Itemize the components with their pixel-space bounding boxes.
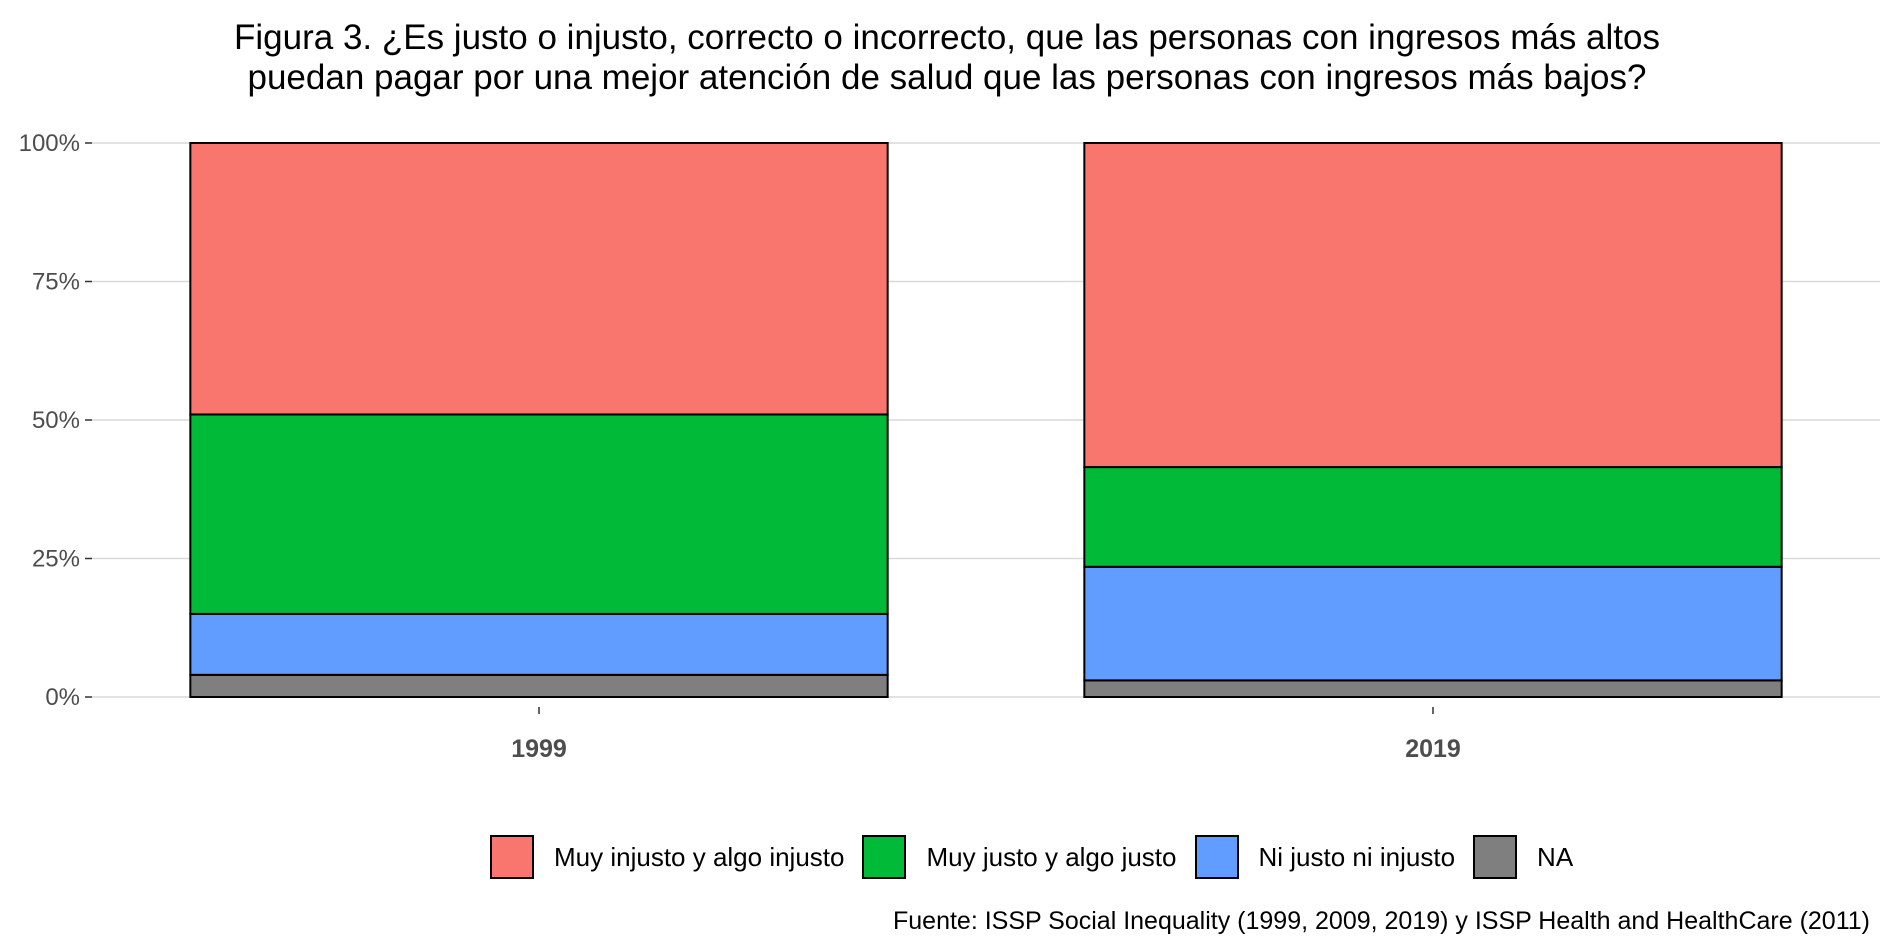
legend-label: NA bbox=[1537, 841, 1574, 872]
axis-layer: 0% 25% 50% 75% 100% 1999 2019 bbox=[19, 130, 1461, 763]
legend-item-na: NA bbox=[1473, 835, 1573, 879]
bar-segment-1999-na bbox=[189, 673, 889, 699]
chart-title-line-1: Figura 3. ¿Es justo o injusto, correcto … bbox=[234, 18, 1660, 57]
legend-label: Ni justo ni injusto bbox=[1258, 841, 1456, 872]
legend-key bbox=[1194, 835, 1239, 879]
legend-item-muy-justo-y-algo-justo: Muy justo y algo justo bbox=[862, 835, 1177, 879]
legend: Muy injusto y algo injusto Muy justo y al… bbox=[490, 834, 1591, 880]
y-tick-label: 75% bbox=[32, 269, 80, 296]
bar-segment-2019-na bbox=[1083, 679, 1783, 699]
legend-key bbox=[862, 835, 907, 879]
bar-segment-2019-muy-injusto-y-algo-injusto bbox=[1083, 142, 1783, 469]
bar-segment-1999-muy-injusto-y-algo-injusto bbox=[189, 142, 889, 416]
y-tick-label: 100% bbox=[19, 130, 80, 157]
chart-title: Figura 3. ¿Es justo o injusto, correcto … bbox=[0, 18, 1894, 98]
x-tick-label: 2019 bbox=[1405, 735, 1461, 763]
x-tick-label: 1999 bbox=[511, 735, 567, 763]
bar-segment-1999-ni-justo-ni-injusto bbox=[189, 612, 889, 676]
legend-key bbox=[490, 835, 534, 879]
legend-label: Muy justo y algo justo bbox=[926, 841, 1177, 872]
legend-item-muy-injusto-y-algo-injusto: Muy injusto y algo injusto bbox=[490, 835, 844, 879]
bar-segment-1999-muy-justo-y-algo-justo bbox=[189, 413, 889, 615]
bars-layer bbox=[189, 142, 1783, 699]
y-tick-label: 0% bbox=[45, 684, 80, 711]
bar-segment-2019-muy-justo-y-algo-justo bbox=[1083, 466, 1783, 568]
bar-segment-2019-ni-justo-ni-injusto bbox=[1083, 565, 1783, 682]
y-tick-label: 50% bbox=[32, 407, 80, 434]
chart-caption: Fuente: ISSP Social Inequality (1999, 20… bbox=[892, 907, 1870, 935]
y-tick-label: 25% bbox=[32, 546, 80, 573]
legend-label: Muy injusto y algo injusto bbox=[554, 841, 845, 872]
chart-title-line-2: puedan pagar por una mejor atención de s… bbox=[247, 58, 1647, 97]
legend-key bbox=[1473, 835, 1518, 879]
legend-item-ni-justo-ni-injusto: Ni justo ni injusto bbox=[1194, 835, 1456, 879]
